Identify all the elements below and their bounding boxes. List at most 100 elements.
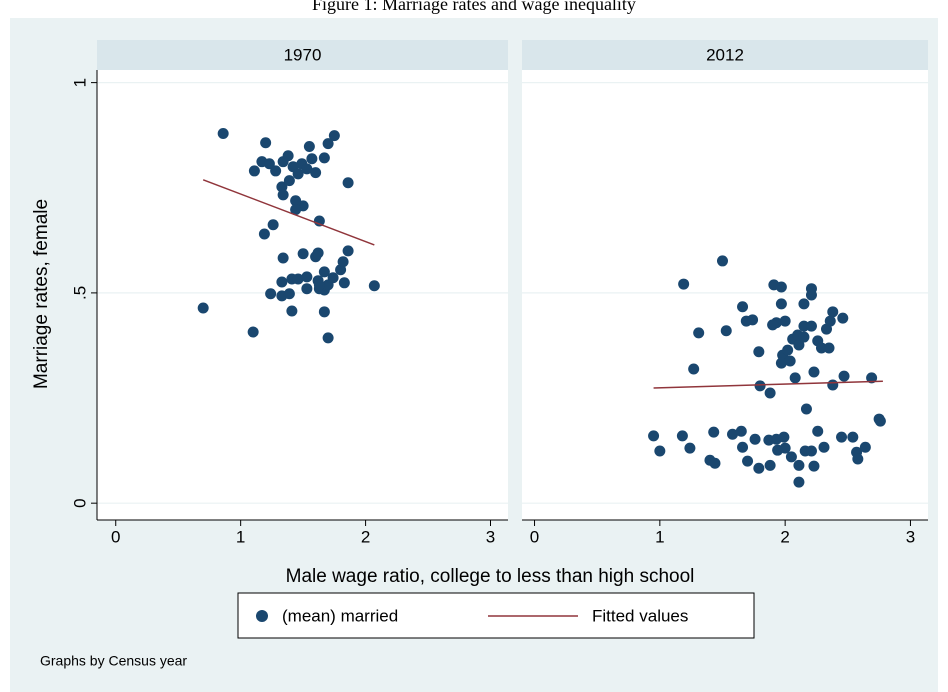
fit-line [653,380,883,389]
point [292,273,304,285]
point [282,150,294,162]
point [290,204,302,216]
point [286,305,298,317]
legend-label: Fitted values [592,606,688,625]
x-tick-label: 2 [780,527,789,546]
point [793,459,805,471]
plot-area [522,70,928,520]
point [270,165,282,177]
figure-title: Figure 1: Marriage rates and wage inequa… [312,0,636,14]
point [735,425,747,437]
point [368,280,380,292]
point [818,441,830,453]
fit-line [202,179,375,246]
point [709,457,721,469]
point [827,306,839,318]
point [852,453,864,465]
y-tick-label: 1 [70,78,89,87]
point [782,344,794,356]
point [824,315,836,327]
point [793,339,805,351]
point [798,298,810,310]
point [775,281,787,293]
point [764,459,776,471]
point [767,319,779,331]
point [775,298,787,310]
x-tick-label: 1 [655,527,664,546]
point [737,301,749,313]
point [265,288,277,300]
point [306,153,318,165]
legend-label: (mean) married [282,606,398,625]
point [836,431,848,443]
point [837,312,849,324]
point [676,430,688,442]
point [297,248,309,260]
point [267,219,279,231]
y-tick-label: .5 [70,286,89,300]
panel-header [522,40,928,70]
point [318,266,330,278]
point [805,445,817,457]
panel-header [97,40,508,70]
point [327,272,339,284]
point [290,195,302,207]
point [808,366,820,378]
point [805,283,817,295]
point [283,288,295,300]
point [342,245,354,257]
point [798,320,810,332]
point [737,441,749,453]
point [764,387,776,399]
point [753,462,765,474]
point [847,431,859,443]
point [779,442,791,454]
point [708,426,720,438]
plot-area [97,70,508,520]
x-tick-label: 1 [236,527,245,546]
point [312,247,324,259]
point [812,425,824,437]
point [784,355,796,367]
note: Graphs by Census year [40,653,187,669]
point [778,431,790,443]
point [727,428,739,440]
point [313,279,325,291]
point [648,430,660,442]
point [277,189,289,201]
point [688,363,700,375]
point [197,302,209,314]
point [838,370,850,382]
point [301,271,313,283]
point [823,342,835,354]
point [328,130,340,142]
point [260,137,272,149]
point [775,357,787,369]
point [747,314,759,326]
point [654,445,666,457]
panel-title: 1970 [284,45,322,64]
point [276,276,288,288]
point [866,372,878,384]
x-axis-label: Male wage ratio, college to less than hi… [286,566,695,587]
point [754,380,766,392]
x-tick-label: 0 [111,527,120,546]
point [753,346,765,358]
x-tick-label: 2 [361,527,370,546]
point [310,167,322,179]
point [337,256,349,268]
point [805,320,817,332]
y-axis-label: Marriage rates, female [31,199,52,389]
x-tick-label: 0 [530,527,539,546]
x-tick-label: 3 [486,527,495,546]
point [342,177,354,189]
point [322,332,334,344]
point [800,403,812,415]
point [749,433,761,445]
point [815,342,827,354]
point [678,278,690,290]
panel-title: 2012 [706,45,744,64]
point [338,277,350,289]
point [217,128,229,140]
